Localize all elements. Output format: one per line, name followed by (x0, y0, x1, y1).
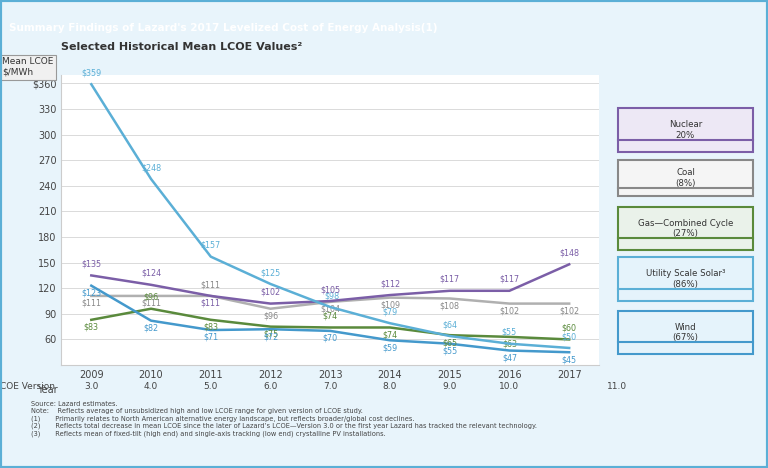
Text: $59: $59 (382, 343, 398, 352)
Text: $47: $47 (502, 353, 517, 363)
Text: $74: $74 (382, 330, 398, 339)
Text: $111: $111 (200, 299, 220, 308)
Text: 5.0: 5.0 (204, 381, 218, 391)
Text: $55: $55 (442, 347, 457, 356)
Text: 7.0: 7.0 (323, 381, 337, 391)
Text: Utility Scale Solar³
(86%): Utility Scale Solar³ (86%) (646, 269, 725, 289)
Text: Source: Lazard estimates.
Note:    Reflects average of unsubsidized high and low: Source: Lazard estimates. Note: Reflects… (31, 401, 537, 437)
Text: $83: $83 (204, 323, 218, 332)
Text: $111: $111 (200, 280, 220, 289)
Text: $72: $72 (263, 332, 278, 341)
Text: $157: $157 (200, 241, 221, 250)
Text: $111: $111 (141, 299, 161, 308)
FancyBboxPatch shape (618, 257, 753, 300)
Text: $60: $60 (561, 323, 577, 333)
Text: Gas—Combined Cycle
(27%): Gas—Combined Cycle (27%) (637, 219, 733, 238)
Text: 8.0: 8.0 (382, 381, 397, 391)
FancyBboxPatch shape (618, 311, 753, 354)
Text: $45: $45 (561, 355, 577, 364)
FancyBboxPatch shape (618, 207, 753, 250)
Text: Mean LCOE
$/MWh: Mean LCOE $/MWh (2, 58, 54, 77)
Text: $117: $117 (439, 275, 460, 284)
Text: $117: $117 (499, 275, 519, 284)
Text: 11.0: 11.0 (607, 381, 627, 391)
Text: $71: $71 (204, 333, 218, 342)
Text: Nuclear
20%: Nuclear 20% (669, 120, 702, 140)
Text: $148: $148 (559, 249, 579, 257)
Text: $65: $65 (442, 338, 457, 347)
Text: 6.0: 6.0 (263, 381, 278, 391)
Text: $102: $102 (559, 307, 579, 315)
Text: $75: $75 (263, 329, 278, 338)
Text: $70: $70 (323, 334, 338, 343)
Text: Wind
(67%): Wind (67%) (673, 322, 698, 342)
Text: $79: $79 (382, 307, 398, 316)
Text: Selected Historical Mean LCOE Values²: Selected Historical Mean LCOE Values² (61, 42, 303, 52)
Text: Coal
(8%): Coal (8%) (675, 168, 696, 188)
Text: $111: $111 (81, 299, 101, 308)
Text: $125: $125 (260, 268, 280, 277)
Text: $124: $124 (141, 269, 161, 278)
Text: $83: $83 (84, 323, 99, 332)
Text: 3.0: 3.0 (84, 381, 98, 391)
Text: $135: $135 (81, 260, 101, 269)
Text: LCOE Version: LCOE Version (0, 381, 55, 391)
Text: $359: $359 (81, 68, 101, 77)
Text: $105: $105 (320, 285, 340, 294)
Text: 10.0: 10.0 (499, 381, 519, 391)
Text: $108: $108 (440, 301, 460, 310)
Text: $50: $50 (561, 332, 577, 341)
Text: $96: $96 (263, 312, 278, 321)
Text: $109: $109 (380, 300, 400, 309)
Text: $55: $55 (502, 328, 517, 337)
Text: $102: $102 (260, 288, 280, 297)
Text: $248: $248 (141, 163, 161, 172)
Text: 9.0: 9.0 (442, 381, 457, 391)
Text: $112: $112 (380, 279, 400, 288)
Text: $102: $102 (499, 307, 519, 315)
Text: $82: $82 (144, 323, 159, 333)
Text: $98: $98 (324, 291, 339, 300)
Text: $64: $64 (442, 320, 457, 329)
Text: $96: $96 (144, 293, 159, 302)
Text: $74: $74 (323, 312, 338, 321)
FancyBboxPatch shape (618, 160, 753, 196)
Text: $63: $63 (502, 340, 517, 349)
Text: $123: $123 (81, 289, 101, 298)
FancyBboxPatch shape (618, 108, 753, 152)
Text: 4.0: 4.0 (144, 381, 158, 391)
Text: Year: Year (37, 385, 58, 395)
Text: Summary Findings of Lazard's 2017 Levelized Cost of Energy Analysis(1): Summary Findings of Lazard's 2017 Leveli… (9, 23, 438, 33)
Text: $104: $104 (320, 305, 340, 314)
